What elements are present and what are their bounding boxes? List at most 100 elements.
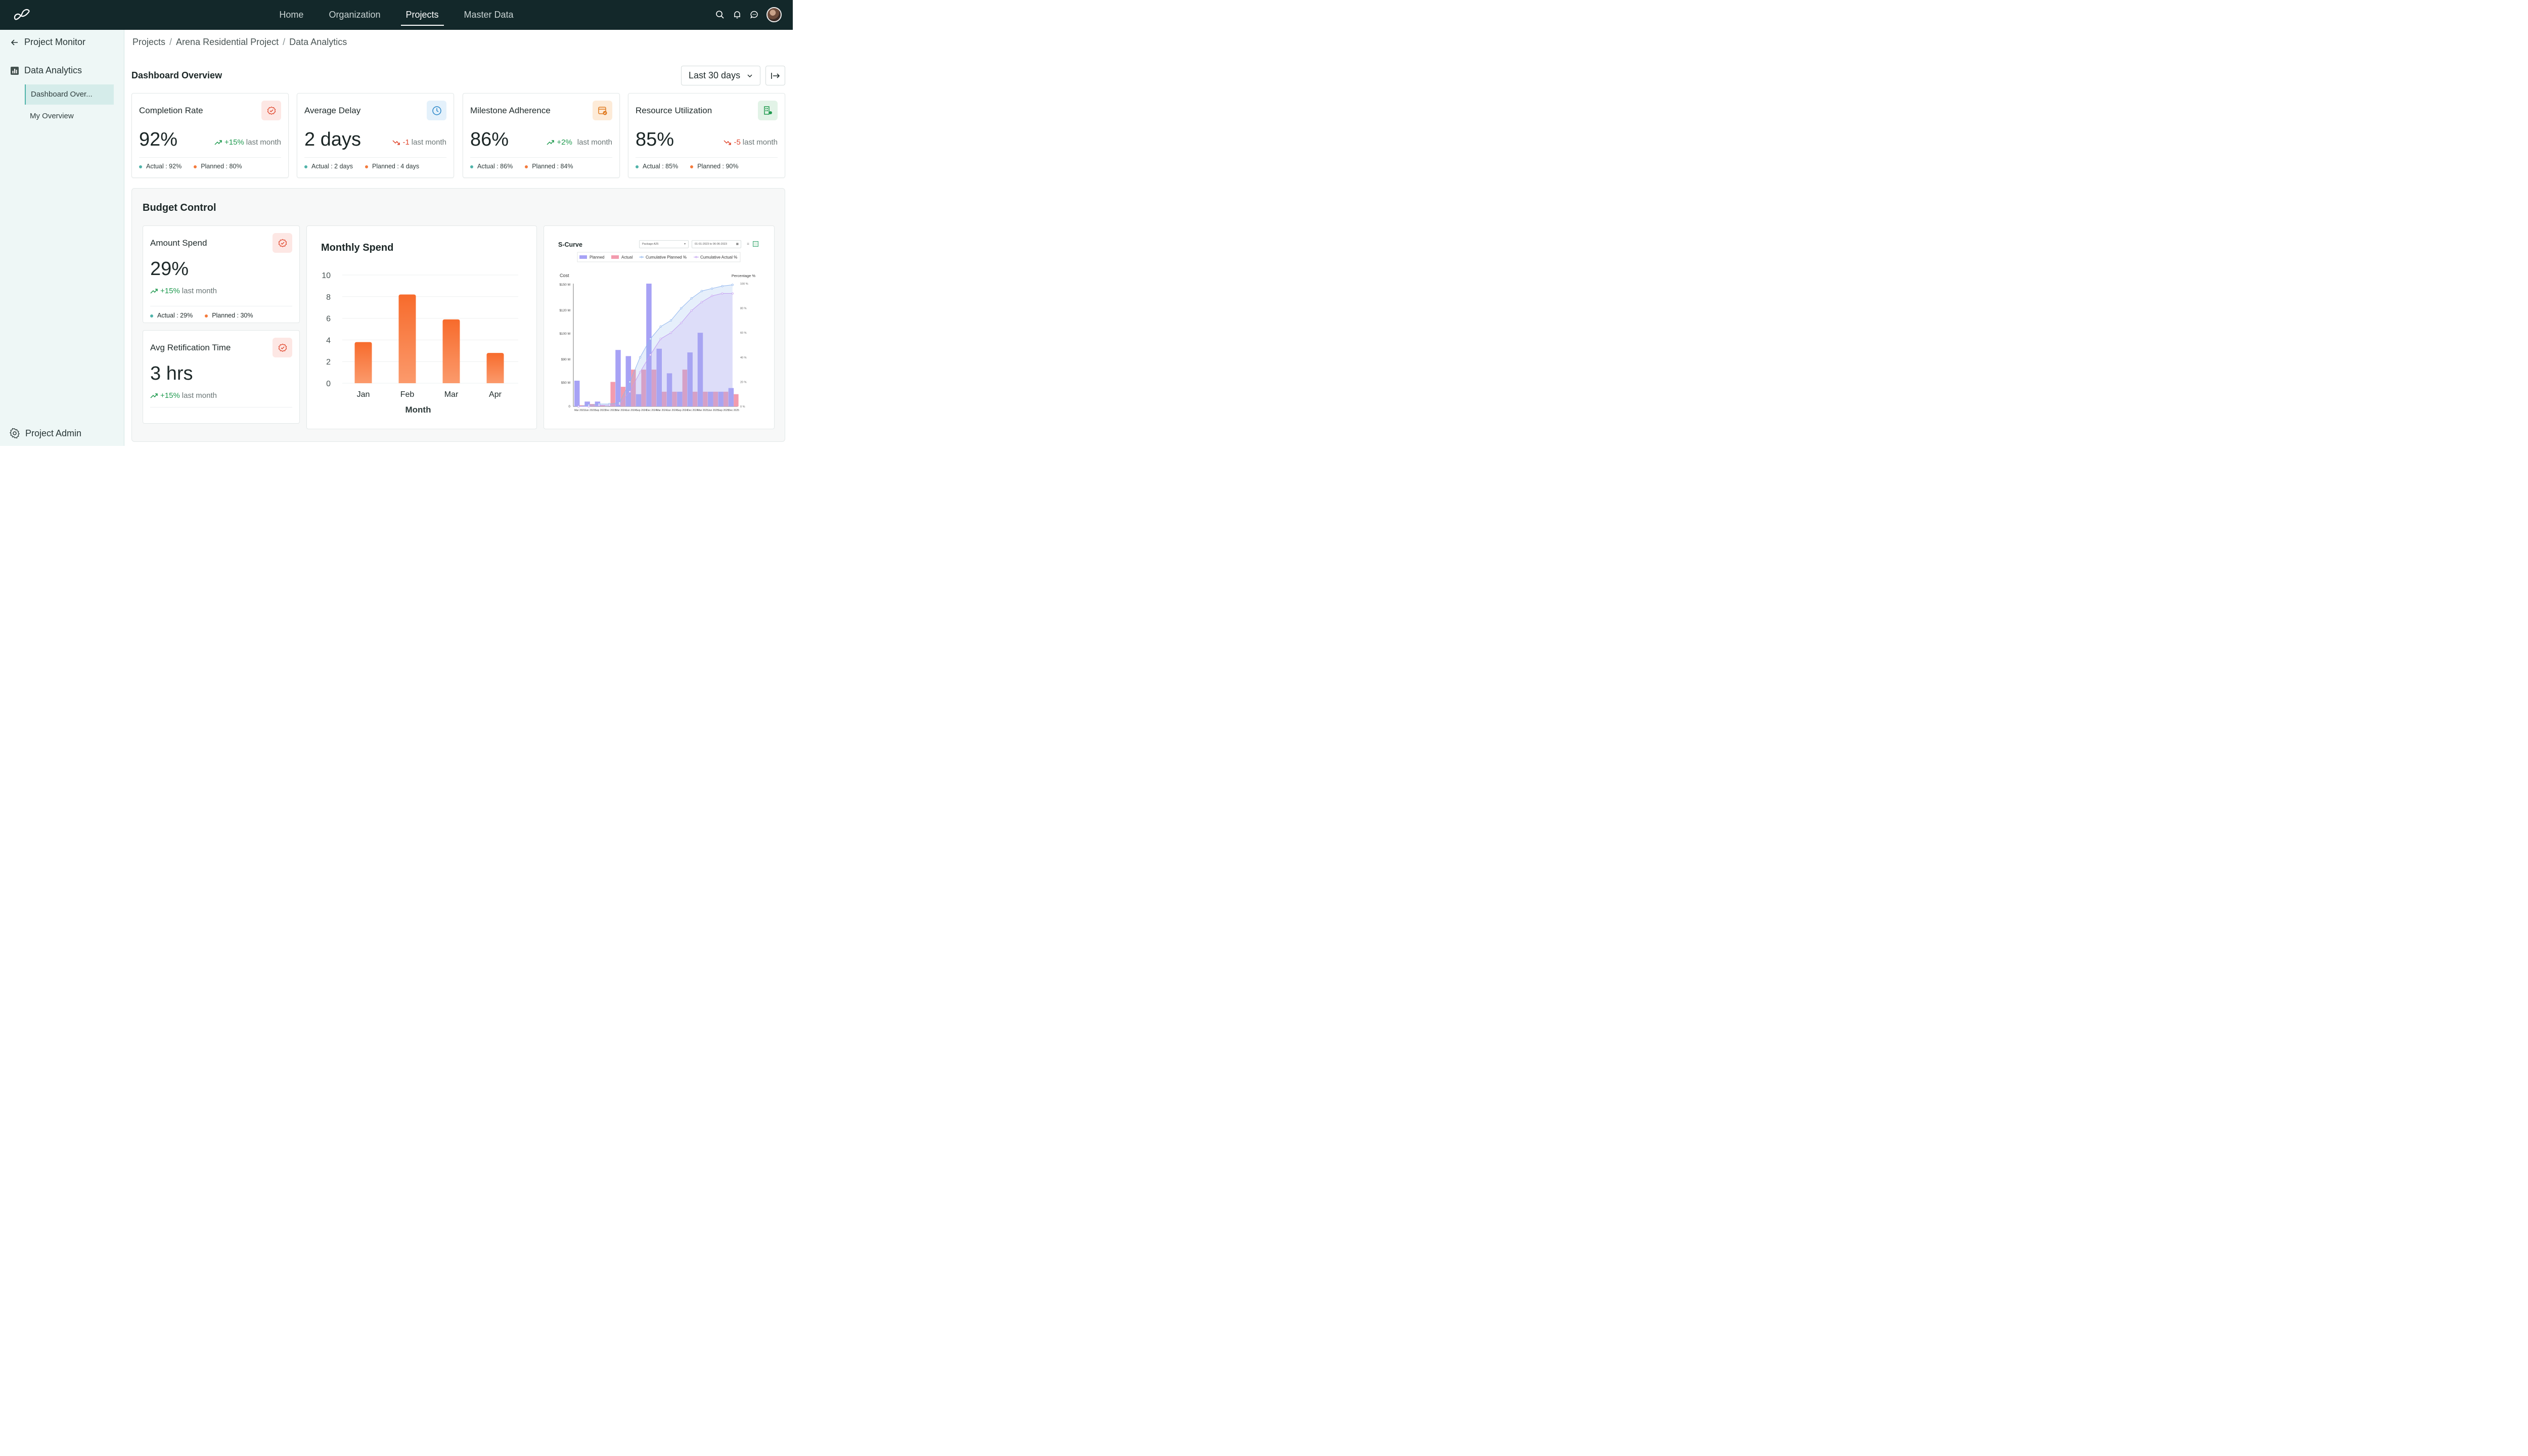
kpi-card-milestone-adherence: Milestone Adherence 86% +2% last month A… <box>463 93 620 178</box>
chevron-down-icon <box>747 74 752 77</box>
nav-projects[interactable]: Projects <box>400 0 444 30</box>
actual-bar <box>734 394 739 406</box>
kpi-title: Average Delay <box>304 106 361 115</box>
main-nav: Home Organization Projects Master Data <box>0 0 793 30</box>
actual-bar <box>662 391 667 406</box>
legend-planned: Planned : 84% <box>525 163 573 170</box>
page-title: Dashboard Overview <box>131 70 222 80</box>
cumulative-actual-point <box>608 404 611 406</box>
bell-icon[interactable] <box>732 10 742 20</box>
y-tick-label: $150 M <box>559 283 570 287</box>
cumulative-actual-line <box>578 293 733 407</box>
cumulative-planned-point <box>628 381 631 383</box>
top-actions <box>715 7 782 22</box>
planned-bar <box>584 401 590 406</box>
y2-tick-label: 0 % <box>740 405 745 408</box>
nav-master-data[interactable]: Master Data <box>464 10 514 20</box>
planned-bar <box>718 391 724 406</box>
kpi-value: 92% <box>139 129 178 150</box>
legend-planned: Planned : 80% <box>194 163 242 170</box>
cumulative-actual-point <box>618 403 621 405</box>
nav-home[interactable]: Home <box>279 10 304 20</box>
package-select[interactable]: Package A25 ▾ <box>639 240 689 248</box>
actual-bar <box>600 405 605 406</box>
divider <box>139 157 281 158</box>
y2-tick-label: 100 % <box>740 283 748 286</box>
sidebar-item-dashboard-overview[interactable]: Dashboard Over... <box>25 84 114 105</box>
period-value: Last 30 days <box>689 70 741 80</box>
sidebar-section-data-analytics[interactable]: Data Analytics <box>10 65 82 76</box>
kpi-change-value: +15% <box>224 138 244 147</box>
x-tick-label: Jun 2024 <box>667 409 678 412</box>
chat-icon[interactable] <box>749 10 759 20</box>
user-avatar[interactable] <box>766 7 782 22</box>
sidebar-item-my-overview[interactable]: My Overview <box>30 112 74 120</box>
breadcrumb-project[interactable]: Arena Residential Project <box>176 37 279 47</box>
sidebar-project-admin[interactable]: Project Admin <box>9 428 81 439</box>
search-icon[interactable] <box>715 10 725 20</box>
y-tick-label: $50 M <box>561 381 570 385</box>
back-to-project-monitor[interactable]: Project Monitor <box>10 37 85 48</box>
cumulative-actual-point <box>711 295 713 297</box>
nav-organization[interactable]: Organization <box>329 10 381 20</box>
trend-down-icon <box>724 140 732 145</box>
legend-planned: Planned : 30% <box>205 312 253 319</box>
kpi-legend: Actual : 85% Planned : 90% <box>636 163 739 170</box>
bar <box>354 342 372 383</box>
cumulative-planned-point <box>711 287 713 290</box>
legend-actual: Actual : 29% <box>150 312 193 319</box>
card-change-value: +15% <box>160 391 180 400</box>
cumulative-planned-point <box>669 319 672 322</box>
app-logo-icon[interactable] <box>12 7 31 22</box>
breadcrumb-separator: / <box>169 37 172 47</box>
breadcrumb-projects[interactable]: Projects <box>132 37 166 47</box>
badge-check-icon <box>273 338 292 357</box>
legend-label: Planned <box>590 255 604 260</box>
y-tick-label: 6 <box>326 315 331 324</box>
cumulative-planned-line <box>578 284 733 407</box>
y-axis-label: Cost <box>560 273 569 278</box>
planned-bar <box>656 348 662 406</box>
x-tick-label: Dec 2024 <box>687 409 698 412</box>
card-legend: Actual : 29% Planned : 30% <box>150 312 253 319</box>
period-select[interactable]: Last 30 days <box>681 66 760 85</box>
menu-icon[interactable]: ≡ <box>747 242 749 246</box>
kpi-change-suffix: last month <box>742 138 778 147</box>
x-tick-label: Mar 2024 <box>615 409 626 412</box>
cumulative-actual-point <box>628 390 631 393</box>
clock-icon <box>427 101 446 120</box>
x-tick-label: Dec 2024 <box>646 409 657 412</box>
cumulative-actual-point <box>680 322 683 324</box>
legend-swatch <box>695 256 697 258</box>
badge-check-icon <box>261 101 281 120</box>
kpi-change: +15% last month <box>214 138 281 147</box>
gear-icon <box>10 428 20 439</box>
legend-swatch <box>641 256 643 258</box>
card-title: Amount Spend <box>150 238 207 248</box>
cumulative-planned-point <box>649 338 652 340</box>
card-change-suffix: last month <box>182 287 217 295</box>
top-navbar: Home Organization Projects Master Data <box>0 0 793 30</box>
planned-bar <box>574 380 580 406</box>
excel-icon[interactable] <box>753 241 758 247</box>
kpi-card-completion-rate: Completion Rate 92% +15% last month Actu… <box>131 93 289 178</box>
main-content: Projects / Arena Residential Project / D… <box>124 30 793 446</box>
card-change-value: +15% <box>160 287 180 295</box>
planned-bar <box>728 388 734 406</box>
cumulative-planned-point <box>680 307 683 309</box>
y2-tick-label: 60 % <box>740 332 747 335</box>
x-tick-label: Mar 2023 <box>574 409 585 412</box>
cumulative-actual-point <box>700 301 703 303</box>
breadcrumb: Projects / Arena Residential Project / D… <box>132 37 347 48</box>
planned-bar <box>615 350 621 406</box>
date-range-input[interactable]: 01-01-2023 to 06-06-2023 ▦ <box>692 240 741 248</box>
actual-bar <box>651 370 657 406</box>
x-tick-label: Mar 2025 <box>698 409 708 412</box>
building-icon <box>758 101 778 120</box>
calendar-icon: ▦ <box>736 243 739 246</box>
x-tick-label: Mar 2024 <box>656 409 667 412</box>
x-tick-label: Mar <box>444 390 459 399</box>
monthly-spend-card: Monthly Spend 0 2 4 6 8 10 Jan Feb Mar Apr Month <box>306 225 537 429</box>
actual-bar <box>641 370 646 406</box>
export-button[interactable] <box>765 66 785 85</box>
